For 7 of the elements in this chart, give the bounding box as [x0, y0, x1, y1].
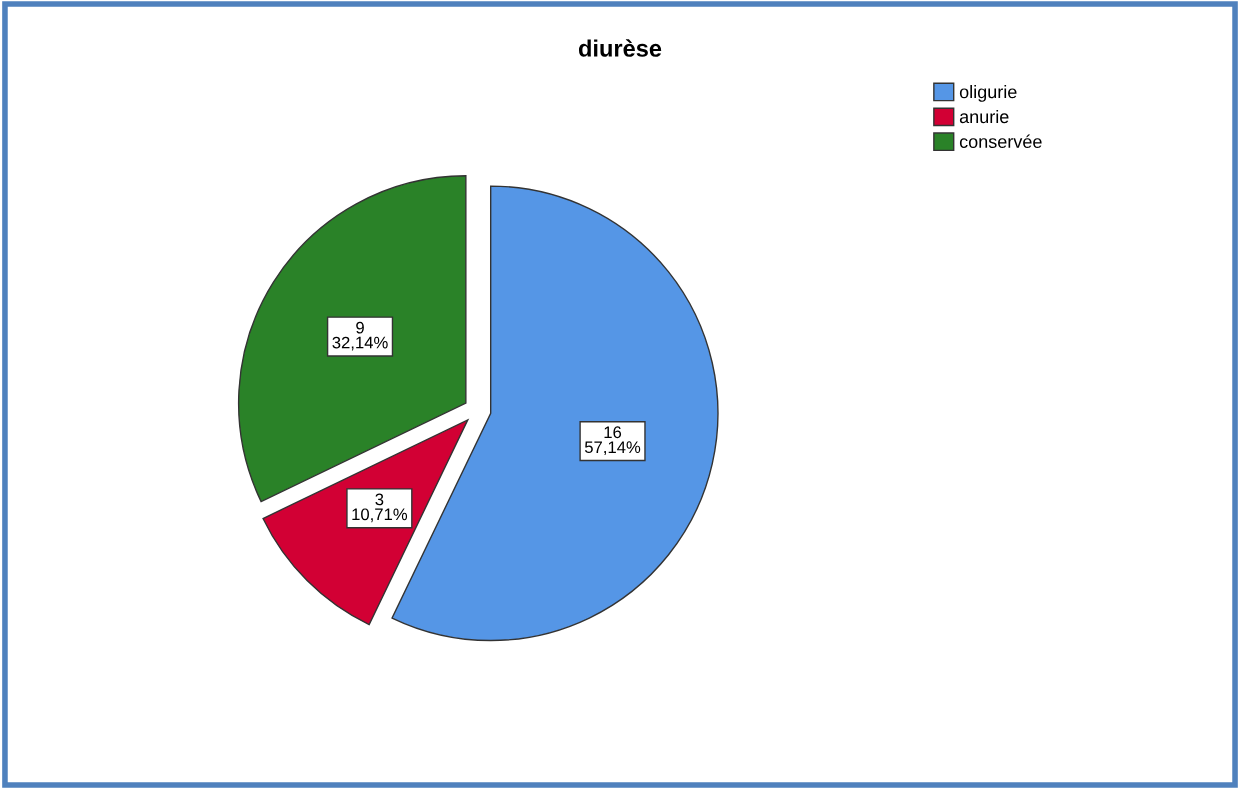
data-label: 3 10,71%	[352, 493, 408, 523]
legend-label: oligurie	[959, 85, 1017, 102]
legend-label: anurie	[959, 109, 1009, 124]
data-label: 9 32,14%	[332, 321, 388, 351]
legend-label: conservée	[959, 134, 1042, 149]
chart-title: diurèse	[578, 39, 662, 57]
data-label: 16 57,14%	[584, 426, 641, 456]
